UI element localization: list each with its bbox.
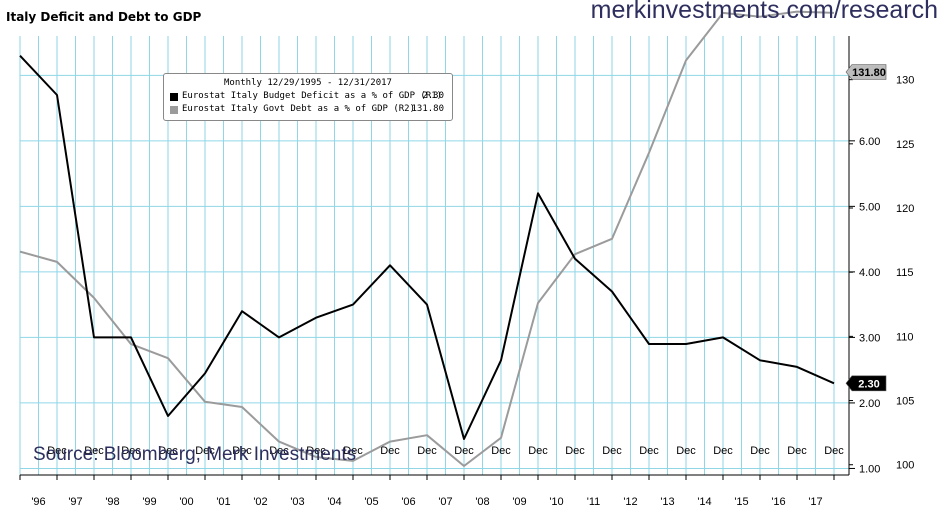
x-tick-label-year: '11	[587, 496, 601, 508]
r1-tick-label: 3.00	[859, 332, 880, 344]
x-tick-label-year: '09	[512, 496, 526, 508]
x-tick-label-year: '15	[734, 496, 748, 508]
x-tick-label-month: Dec	[602, 445, 622, 457]
x-tick-label-year: '03	[290, 496, 304, 508]
x-tick-label-year: '12	[623, 496, 637, 508]
x-tick-label-year: '99	[142, 496, 156, 508]
x-tick-label-month: Dec	[454, 445, 474, 457]
x-tick-label-year: '08	[475, 496, 489, 508]
r1-tick-label: 1.00	[859, 463, 880, 475]
x-tick-label-year: '96	[31, 496, 45, 508]
series-line-debt	[19, 10, 835, 467]
last-value-tag-debt: 131.80	[845, 64, 887, 80]
r2-tick-label: 125	[896, 139, 914, 151]
r2-tick-label: 110	[896, 331, 914, 343]
x-tick-label-month: Dec	[417, 445, 437, 457]
r2-tick-label: 120	[896, 203, 914, 215]
x-tick-label-month: Dec	[565, 445, 585, 457]
last-value-tag-deficit: 2.30	[845, 375, 887, 392]
x-tick-label-year: '16	[771, 496, 785, 508]
x-tick-label-month: Dec	[824, 445, 844, 457]
x-tick-label-year: '13	[660, 496, 674, 508]
x-tick-label-month: Dec	[195, 445, 215, 457]
x-tick-label-month: Dec	[84, 445, 104, 457]
site-url[interactable]: merkinvestments.com/research	[590, 0, 938, 24]
chart-title: Italy Deficit and Debt to GDP	[6, 10, 202, 24]
x-tick-label-year: '02	[253, 496, 267, 508]
legend-swatch-debt	[170, 106, 178, 114]
x-tick-label-month: Dec	[528, 445, 548, 457]
x-tick-label-month: Dec	[787, 445, 807, 457]
r1-tick-label: 5.00	[859, 201, 880, 213]
legend-label-deficit: Eurostat Italy Budget Deficit as a % of …	[182, 91, 443, 101]
x-tick-label-month: Dec	[47, 445, 67, 457]
chart-legend: Monthly 12/29/1995 - 12/31/2017 Eurostat…	[163, 73, 453, 121]
x-tick-label-year: '98	[105, 496, 119, 508]
x-tick-label-year: '05	[364, 496, 378, 508]
x-tick-label-year: '10	[549, 496, 563, 508]
x-tick-label-month: Dec	[158, 445, 178, 457]
x-tick-label-month: Dec	[750, 445, 770, 457]
legend-item-debt: Eurostat Italy Govt Debt as a % of GDP (…	[170, 104, 444, 116]
last-value-tag-deficit-text: 2.30	[858, 378, 879, 390]
x-tick-label-year: '04	[327, 496, 341, 508]
legend-value-debt: 131.80	[411, 104, 444, 114]
x-tick-label-year: '14	[697, 496, 711, 508]
r1-tick-label: 4.00	[859, 267, 880, 279]
x-tick-label-month: Dec	[713, 445, 733, 457]
x-axis-ticks: '96 Dec '97 Dec '98 Dec '99 Dec '00 Dec '01 Dec '02 D…	[19, 445, 844, 508]
series-layer: 2.30 131.80	[19, 10, 887, 467]
series-line-deficit	[19, 55, 835, 440]
x-tick-label-year: '06	[401, 496, 415, 508]
last-value-tag-debt-text: 131.80	[852, 67, 886, 79]
last-value-tag-debt-shape	[845, 64, 887, 80]
legend-header: Monthly 12/29/1995 - 12/31/2017	[224, 78, 392, 88]
r2-tick-label: 105	[896, 396, 914, 408]
legend-label-debt: Eurostat Italy Govt Debt as a % of GDP (…	[182, 104, 415, 114]
r1-axis-ticks: 1.002.003.004.005.006.007.00	[849, 70, 880, 475]
last-value-tag-deficit-shape	[845, 375, 887, 392]
source-note: Source: Bloomberg, Merk Investments	[33, 444, 357, 465]
x-tick-label-year: '00	[179, 496, 193, 508]
legend-swatch-deficit	[170, 93, 178, 101]
r1-tick-label: 2.00	[859, 398, 880, 410]
legend-value-deficit: 2.30	[422, 91, 444, 101]
horizontal-gridlines	[20, 74, 849, 469]
r1-tick-label: 6.00	[859, 136, 880, 148]
r2-axis-ticks: 100 105 110 115 120 125 130	[849, 75, 914, 472]
x-tick-label-month: Dec	[232, 445, 252, 457]
r2-tick-label: 130	[896, 75, 914, 87]
x-tick-label-month: Dec	[269, 445, 289, 457]
x-tick-label-month: Dec	[676, 445, 696, 457]
x-tick-label-year: '17	[808, 496, 822, 508]
r2-tick-label: 100	[896, 460, 914, 472]
x-tick-label-month: Dec	[639, 445, 659, 457]
x-tick-label-year: '97	[68, 496, 82, 508]
x-tick-label-year: '01	[216, 496, 230, 508]
x-tick-label-month: Dec	[380, 445, 400, 457]
x-tick-label-month: Dec	[343, 445, 363, 457]
r2-tick-label: 115	[896, 267, 914, 279]
legend-item-deficit: Eurostat Italy Budget Deficit as a % of …	[170, 91, 444, 103]
x-tick-label-month: Dec	[491, 445, 511, 457]
x-tick-label-month: Dec	[121, 445, 141, 457]
x-tick-label-year: '07	[438, 496, 452, 508]
